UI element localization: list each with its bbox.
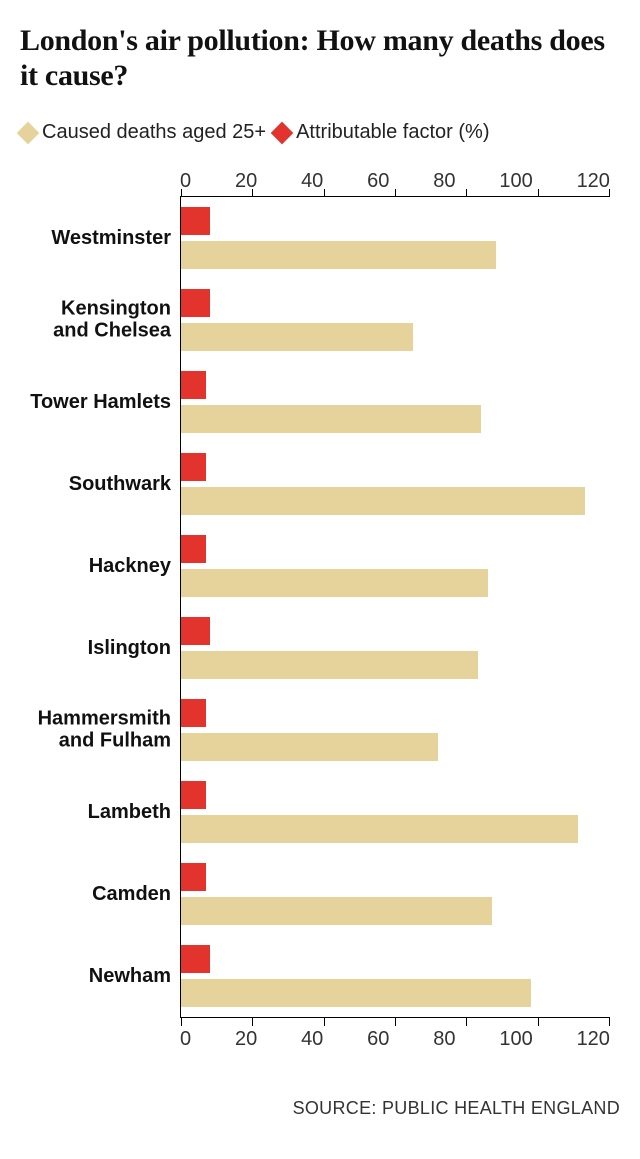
tick-mark — [181, 189, 182, 197]
x-ticks-top — [181, 189, 610, 197]
plot-area: WestminsterKensington and ChelseaTower H… — [180, 196, 610, 1018]
bar — [181, 453, 206, 481]
bar — [181, 897, 492, 925]
bar — [181, 323, 413, 351]
axis-tick-label: 20 — [235, 1028, 257, 1054]
tick-mark — [324, 1018, 325, 1026]
legend-marker-icon — [271, 121, 294, 144]
tick-mark — [324, 189, 325, 197]
chart-row: Islington — [181, 607, 610, 689]
chart-title: London's air pollution: How many deaths … — [20, 24, 620, 93]
chart-row: Hammersmith and Fulham — [181, 689, 610, 771]
chart-row: Westminster — [181, 197, 610, 279]
chart-row: Newham — [181, 935, 610, 1017]
tick-mark — [252, 1018, 253, 1026]
x-axis-bottom: 0 20 40 60 80 100 120 — [180, 1028, 610, 1054]
category-label: Hackney — [21, 555, 181, 577]
tick-mark — [252, 189, 253, 197]
legend-item: Caused deaths aged 25+ — [20, 121, 266, 144]
legend-label: Caused deaths aged 25+ — [42, 121, 266, 144]
bar — [181, 651, 478, 679]
legend-item: Attributable factor (%) — [274, 121, 489, 144]
axis-tick-label: 0 — [180, 1028, 191, 1054]
chart-row: Lambeth — [181, 771, 610, 853]
category-label: Camden — [21, 883, 181, 905]
chart-row: Hackney — [181, 525, 610, 607]
axis-tick-label: 40 — [301, 1028, 323, 1054]
chart: 0 20 40 60 80 100 120 WestminsterKensington an… — [180, 170, 610, 1054]
source-line: SOURCE: PUBLIC HEALTH ENGLAND — [20, 1098, 620, 1119]
tick-mark — [609, 1018, 610, 1026]
axis-tick-label: 60 — [367, 1028, 389, 1054]
tick-mark — [538, 189, 539, 197]
chart-row: Tower Hamlets — [181, 361, 610, 443]
bar — [181, 945, 210, 973]
bar — [181, 815, 578, 843]
bar — [181, 241, 496, 269]
legend: Caused deaths aged 25+ Attributable facto… — [20, 121, 620, 144]
bar — [181, 207, 210, 235]
tick-mark — [538, 1018, 539, 1026]
category-label: Southwark — [21, 473, 181, 495]
category-label: Islington — [21, 637, 181, 659]
bar — [181, 569, 488, 597]
legend-label: Attributable factor (%) — [296, 121, 489, 144]
legend-marker-icon — [17, 121, 40, 144]
chart-row: Camden — [181, 853, 610, 935]
category-label: Westminster — [21, 227, 181, 249]
category-label: Hammersmith and Fulham — [21, 708, 181, 753]
bar — [181, 289, 210, 317]
tick-mark — [395, 189, 396, 197]
axis-tick-label: 120 — [577, 1028, 610, 1054]
axis-tick-label: 100 — [499, 1028, 532, 1054]
bar — [181, 733, 438, 761]
tick-mark — [466, 189, 467, 197]
axis-tick-label: 80 — [433, 1028, 455, 1054]
x-ticks-bottom — [181, 1018, 610, 1026]
category-label: Kensington and Chelsea — [21, 298, 181, 343]
bar — [181, 535, 206, 563]
tick-mark — [609, 189, 610, 197]
tick-mark — [466, 1018, 467, 1026]
bar — [181, 487, 585, 515]
category-label: Lambeth — [21, 801, 181, 823]
bar — [181, 979, 531, 1007]
chart-row: Southwark — [181, 443, 610, 525]
tick-mark — [395, 1018, 396, 1026]
bar — [181, 371, 206, 399]
category-label: Tower Hamlets — [21, 391, 181, 413]
bar — [181, 863, 206, 891]
bar — [181, 617, 210, 645]
bar — [181, 781, 206, 809]
rows: WestminsterKensington and ChelseaTower H… — [181, 197, 610, 1017]
chart-row: Kensington and Chelsea — [181, 279, 610, 361]
tick-mark — [181, 1018, 182, 1026]
bar — [181, 405, 481, 433]
category-label: Newham — [21, 965, 181, 987]
bar — [181, 699, 206, 727]
